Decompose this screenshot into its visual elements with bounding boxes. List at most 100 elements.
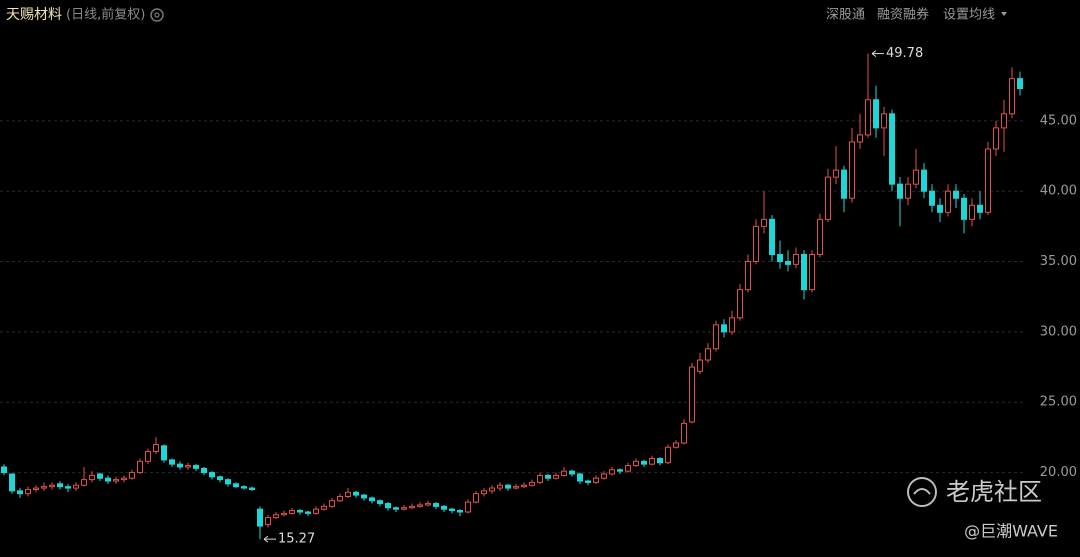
candle-body [769,218,775,256]
candle-body [857,134,863,143]
candle-body [697,359,703,372]
candle-body [657,458,663,464]
candle-body [137,460,143,474]
chart-subtitle: (日线,前复权) [66,7,145,23]
candle-body [129,472,135,479]
candle-body [841,169,847,199]
candle-body [57,483,63,488]
candle-body [609,469,615,475]
candle-body [105,477,111,482]
candle-body [65,486,71,489]
candle-body [97,473,103,479]
settings-icon[interactable] [150,8,164,22]
candle-body [529,481,535,486]
candle-body [481,490,487,495]
candle-body [945,190,951,213]
candle-body [33,487,39,490]
candle-body [1001,113,1007,129]
candle-body [537,474,543,483]
candle-body [273,514,279,519]
candle-body [849,141,855,199]
candle-body [265,517,271,526]
candle-body [977,204,983,213]
candle-body [177,463,183,468]
candle-body [809,254,815,291]
candle-body [593,477,599,483]
candle-body [689,366,695,423]
plot: 20.00 25.00 30.00 35.00 40.00 45.00 49.78 15.27 [0,46,1077,547]
candle-body [673,442,679,448]
y-tick-label: 45.00 [1040,113,1077,128]
candle-body [433,503,439,507]
low-label: 15.27 [278,532,315,547]
candle-body [641,460,647,465]
candle-body [625,465,631,472]
candle-body [817,218,823,256]
candle-body [393,507,399,510]
candle-body [9,473,15,492]
candle-body [745,261,751,291]
candle-body [73,484,79,489]
toolbar-button[interactable]: 设置均线 [943,8,995,23]
candle-body [881,113,887,129]
candle-body [473,493,479,503]
candle-body [649,458,655,465]
candle-body [457,510,463,513]
candle-body [513,486,519,489]
candle-body [345,491,351,498]
candle-body [761,218,767,227]
candle-body [825,176,831,220]
watermark-logo-mark [913,488,931,495]
watermark: 老虎社区 @巨潮WAVE [907,477,1058,541]
y-tick-label: 40.00 [1040,184,1077,199]
candle-body [833,169,839,178]
candle-body [337,496,343,502]
toolbar-button[interactable]: 深股通 [826,8,865,23]
candle-body [145,450,151,462]
candle-body [377,500,383,505]
candle-body [217,476,223,481]
candle-body [601,473,607,479]
candle-body [361,494,367,499]
candle-body [353,491,359,496]
candle-body [369,497,375,502]
annotation-arrowhead [263,535,269,543]
watermark-text: 老虎社区 [946,478,1042,506]
candle-body [585,480,591,483]
candle-body [721,324,727,333]
candle-body [385,503,391,509]
candle-body [497,484,503,489]
candle-body [25,488,31,495]
candle-body [961,197,967,220]
candle-body [161,445,167,461]
toolbar-button[interactable]: 融资融券 [877,7,929,23]
candle-body [417,504,423,507]
candle-body [249,487,255,490]
candle-body [793,254,799,265]
candle-body [553,474,559,479]
candle-body [561,470,567,476]
candle-body [409,505,415,509]
candle-body [785,261,791,265]
candle-body [209,472,215,478]
candle-body [913,169,919,185]
candle-body [713,324,719,350]
candle-body [225,479,231,485]
candle-body [401,507,407,510]
candle-body [153,443,159,452]
candle-body [545,474,551,479]
candle-body [929,190,935,206]
candle-body [577,473,583,482]
candle-body [113,479,119,482]
candle-body [905,183,911,199]
candle-body [985,148,991,213]
candle-body [289,510,295,514]
candle-body [921,169,927,192]
candle-body [241,486,247,489]
candle-body [665,446,671,464]
candle-body [81,479,87,486]
candle-body [937,204,943,213]
candle-body [329,500,335,507]
candle-body [897,183,903,199]
